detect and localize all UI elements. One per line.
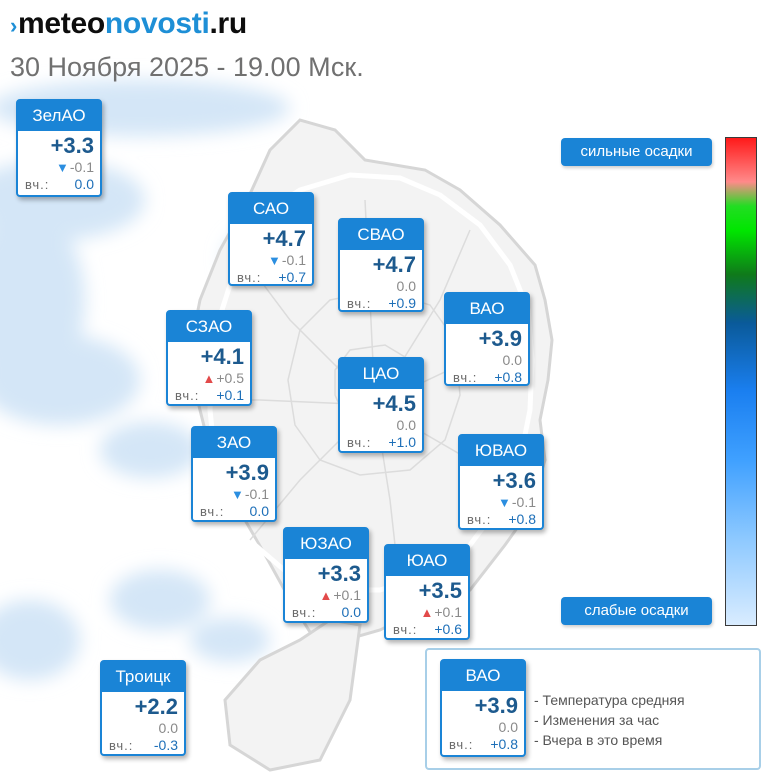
arrow-down-icon: ▼ [268,253,281,268]
logo-prefix: meteo [18,7,105,40]
yesterday-value: +1.0 [388,434,416,450]
hourly-change: 0.0 [396,417,416,433]
district-card-yuao[interactable]: ЮАО +3.5 ▲+0.1 вч.: +0.6 [384,544,470,640]
arrow-down-icon: ▼ [56,160,69,175]
yesterday-value: +0.8 [490,736,518,752]
temperature-value: +4.1 [200,344,244,369]
district-name: ЗАО [193,428,275,458]
report-datetime: 30 Ноября 2025 - 19.00 Мск. [10,52,364,82]
district-card-vao[interactable]: ВАО +3.9 0.0 вч.: +0.8 [444,292,530,386]
mkad-ring [207,172,535,593]
legend-line-yesterday: - Вчера в это время [534,732,663,748]
arrow-down-icon: ▼ [498,495,511,510]
yesterday-value: +0.9 [388,295,416,311]
yesterday-label: вч.: [347,296,372,311]
yesterday-label: вч.: [347,435,372,450]
temperature-value: +3.5 [418,578,462,603]
logo-brand: novosti [104,7,210,40]
district-name: Троицк [102,662,184,692]
district-card-zelao[interactable]: ЗелАО +3.3 ▼-0.1 вч.: 0.0 [16,99,102,197]
hourly-change: ▼-0.1 [268,252,306,268]
scale-label-light: слабые осадки [561,597,712,625]
district-card-yuzao[interactable]: ЮЗАО +3.3 ▲+0.1 вч.: 0.0 [283,527,369,623]
temperature-value: +3.9 [225,460,269,485]
district-name: ЮЗАО [285,529,367,559]
temperature-value: +3.6 [492,468,536,493]
hourly-change: ▼-0.1 [56,159,94,175]
district-name: ЗелАО [18,101,100,131]
district-name: САО [230,194,312,224]
district-name: СЗАО [168,312,250,342]
temperature-value: +3.3 [50,133,94,158]
yesterday-value: 0.0 [341,604,361,620]
legend-line-temperature: - Температура средняя [534,692,685,708]
hourly-change: 0.0 [158,720,178,736]
yesterday-value: 0.0 [74,176,94,192]
yesterday-label: вч.: [393,622,418,637]
district-card-szao[interactable]: СЗАО +4.1 ▲+0.5 вч.: +0.1 [166,310,252,406]
district-name: ВАО [442,661,524,691]
legend-example-card: ВАО +3.9 0.0 вч.: +0.8 [440,659,526,757]
temperature-value: +3.9 [478,326,522,351]
yesterday-label: вч.: [292,605,317,620]
logo-suffix: .ru [209,7,247,40]
arrow-up-icon: ▲ [202,371,216,386]
legend-descriptions: - Температура средняя - Изменения за час… [534,690,685,750]
yesterday-label: вч.: [467,512,492,527]
site-logo[interactable]: ›meteonovosti.ru [10,6,247,44]
yesterday-label: вч.: [449,737,474,752]
arrow-up-icon: ▲ [420,605,434,620]
scale-label-heavy: сильные осадки [561,138,712,166]
arrow-up-icon: ▲ [319,588,333,603]
yesterday-label: вч.: [175,388,200,403]
hourly-change: ▼-0.1 [231,486,269,502]
district-name: ВАО [446,294,528,324]
district-card-troitsk[interactable]: Троицк +2.2 0.0 вч.: -0.3 [100,660,186,756]
district-card-sao[interactable]: САО +4.7 ▼-0.1 вч.: +0.7 [228,192,314,286]
district-card-yuvao[interactable]: ЮВАО +3.6 ▼-0.1 вч.: +0.8 [458,434,544,530]
yesterday-label: вч.: [25,177,50,192]
hourly-change: ▲+0.1 [319,587,361,603]
district-name: СВАО [340,220,422,250]
yesterday-value: -0.3 [153,737,178,753]
arrow-down-icon: ▼ [231,487,244,502]
district-card-tsao[interactable]: ЦАО +4.5 0.0 вч.: +1.0 [338,357,424,453]
temperature-value: +3.3 [317,561,361,586]
district-name: ЮВАО [460,436,542,466]
yesterday-label: вч.: [237,270,262,285]
yesterday-value: +0.1 [216,387,244,403]
district-card-zao[interactable]: ЗАО +3.9 ▼-0.1 вч.: 0.0 [191,426,277,522]
hourly-change: 0.0 [502,352,522,368]
temperature-value: +2.2 [134,694,178,719]
logo-mark: › [10,13,18,38]
temperature-value: +3.9 [474,693,518,718]
yesterday-label: вч.: [200,504,225,519]
precipitation-scale-bar [725,137,757,626]
yesterday-value: 0.0 [249,503,269,519]
district-name: ЮАО [386,546,468,576]
hourly-change: 0.0 [498,719,518,735]
yesterday-label: вч.: [109,738,134,753]
hourly-change: ▲+0.5 [202,370,244,386]
temperature-value: +4.7 [372,252,416,277]
district-name: ЦАО [340,359,422,389]
yesterday-value: +0.7 [278,269,306,285]
yesterday-value: +0.8 [494,369,522,385]
district-card-svao[interactable]: СВАО +4.7 0.0 вч.: +0.9 [338,218,424,312]
yesterday-value: +0.8 [508,511,536,527]
temperature-value: +4.5 [372,391,416,416]
yesterday-label: вч.: [453,370,478,385]
hourly-change: ▲+0.1 [420,604,462,620]
yesterday-value: +0.6 [434,621,462,637]
temperature-value: +4.7 [262,226,306,251]
legend-line-hourly-change: - Изменения за час [534,712,660,728]
hourly-change: ▼-0.1 [498,494,536,510]
hourly-change: 0.0 [396,278,416,294]
